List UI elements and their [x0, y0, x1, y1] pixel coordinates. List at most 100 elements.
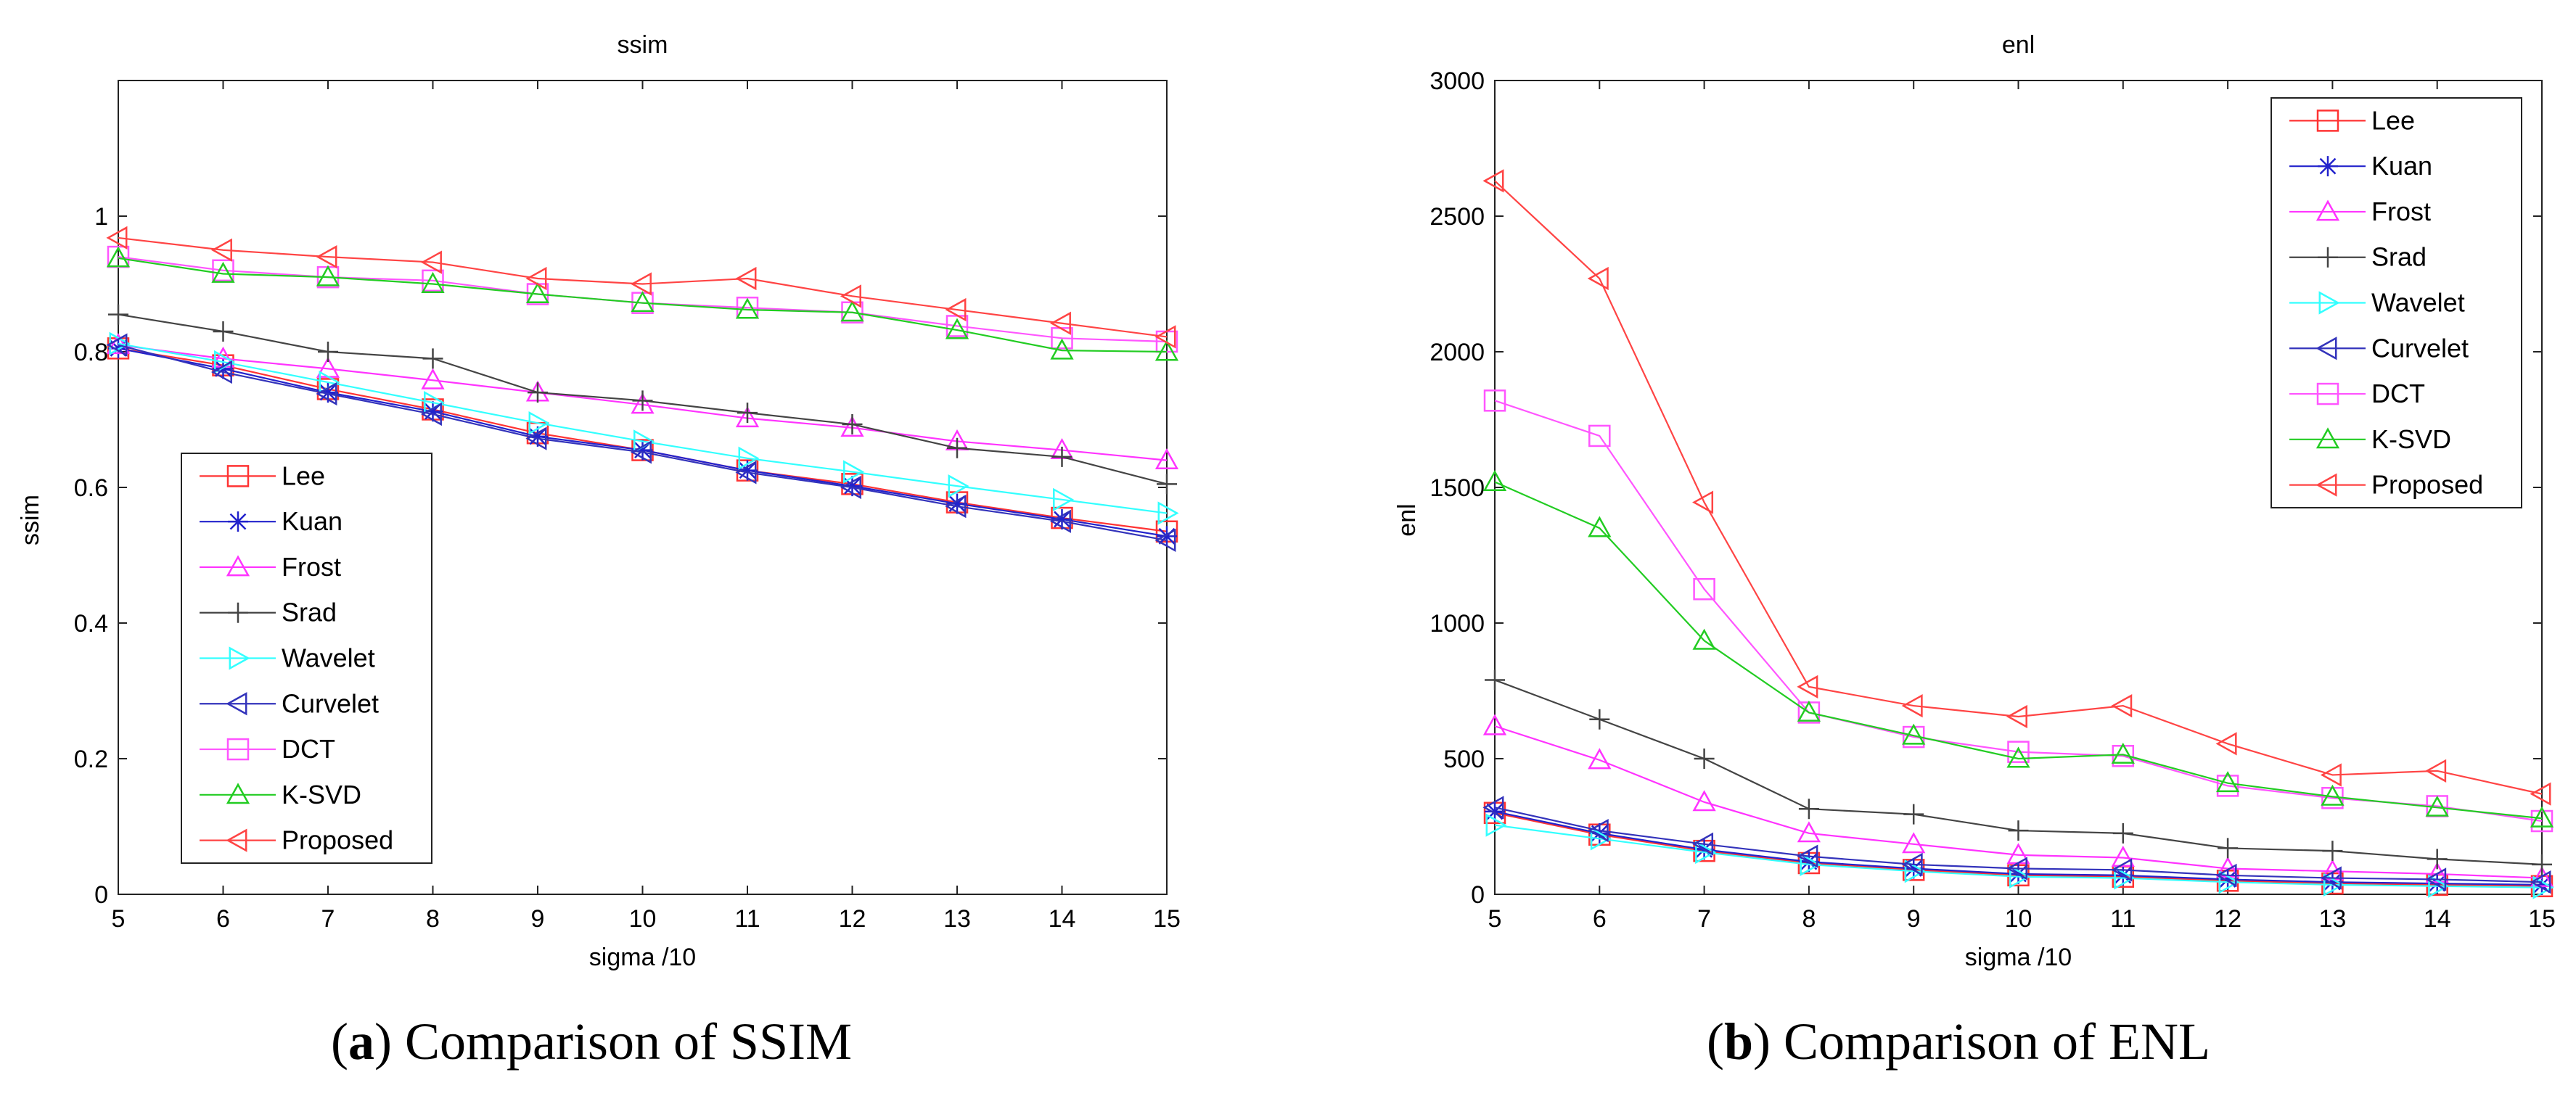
y-tick-label: 0	[94, 881, 108, 909]
data-point	[1053, 487, 1075, 511]
data-point	[1482, 169, 1504, 193]
data-point	[2425, 867, 2447, 891]
legend-label: DCT	[282, 734, 335, 764]
data-point	[842, 476, 863, 497]
data-point	[2425, 795, 2449, 817]
legend-item: Proposed	[2289, 470, 2483, 500]
data-point	[421, 271, 445, 293]
data-point	[1694, 749, 1715, 769]
data-point	[840, 284, 861, 308]
legend-marker	[2315, 199, 2340, 221]
x-tick-label: 12	[2214, 905, 2241, 933]
x-axis-label: sigma /10	[589, 944, 696, 971]
y-tick-label: 0.8	[74, 339, 108, 366]
data-point	[1692, 628, 1716, 650]
x-tick-label: 9	[1907, 905, 1921, 933]
series-line	[1494, 180, 2543, 795]
data-point	[2114, 866, 2136, 890]
y-tick-label: 1500	[1429, 474, 1485, 502]
data-point	[1692, 490, 1714, 514]
data-point	[2006, 746, 2030, 768]
y-tick-label: 1	[94, 203, 108, 231]
x-tick-label: 7	[321, 905, 335, 933]
legend-marker	[226, 828, 247, 852]
data-point	[2320, 763, 2342, 787]
x-tick-label: 9	[531, 905, 545, 933]
legend-marker	[2316, 110, 2339, 132]
data-point	[1482, 796, 1504, 820]
data-point	[2111, 845, 2135, 867]
data-point	[1903, 858, 1924, 879]
legend-marker	[228, 511, 248, 532]
data-point	[2215, 732, 2237, 756]
data-point	[1692, 790, 1716, 812]
legend-label: Curvelet	[2371, 333, 2469, 363]
legend-item: Frost	[2289, 197, 2431, 226]
data-point	[422, 401, 443, 422]
y-axis-label: ssim	[17, 495, 44, 545]
legend-item: Curvelet	[2289, 333, 2469, 363]
y-tick-label: 0.2	[74, 746, 108, 773]
data-point	[316, 265, 340, 286]
legend: Lee Kuan Frost Srad Wavelet Curvelet DCT K-SVD P…	[181, 453, 432, 864]
series-line	[1494, 824, 2543, 889]
data-point	[1157, 474, 1177, 495]
data-point	[1157, 526, 1177, 547]
data-point	[2111, 858, 2133, 882]
data-point	[525, 266, 547, 291]
data-point	[1902, 832, 1926, 854]
caption-b-text: Comparison of ENL	[1784, 1013, 2210, 1071]
caption-b-letter: b	[1723, 1013, 1754, 1071]
data-point	[840, 475, 861, 500]
data-point	[2007, 741, 2030, 763]
data-point	[2427, 849, 2448, 870]
legend-marker	[2318, 247, 2338, 268]
data-point	[947, 437, 967, 458]
data-point	[1901, 693, 1923, 718]
data-point	[735, 461, 757, 485]
data-point	[1695, 840, 1717, 865]
data-point	[1051, 508, 1072, 529]
series-line	[118, 342, 1168, 514]
x-tick-label: 7	[1697, 905, 1711, 933]
data-point	[1154, 339, 1179, 361]
data-point	[2530, 870, 2551, 894]
data-point	[318, 382, 338, 403]
chart-b: enl 5 6 7 8 9 10 11 12 13 14 15 0 500 1000 1500 2000 2500…	[1393, 31, 2556, 971]
data-point	[2428, 874, 2450, 898]
data-point	[2008, 820, 2029, 841]
data-point	[2215, 863, 2237, 887]
data-point	[2111, 693, 2133, 718]
data-point	[212, 259, 234, 282]
data-point	[1587, 266, 1609, 291]
data-point	[1050, 338, 1074, 360]
data-point	[840, 300, 864, 322]
data-point	[735, 406, 760, 428]
x-tick-label: 10	[2005, 905, 2033, 933]
data-point	[738, 446, 760, 470]
data-point	[2322, 841, 2343, 862]
data-point	[735, 266, 757, 291]
data-point	[106, 333, 128, 357]
legend-item: Wavelet	[200, 643, 375, 673]
y-axis-label: enl	[1393, 503, 1421, 536]
x-tick-label: 11	[734, 905, 760, 933]
data-point	[2530, 809, 2554, 833]
data-point	[2321, 784, 2345, 806]
data-point	[840, 416, 864, 437]
data-point	[2006, 857, 2027, 881]
data-point	[210, 238, 232, 262]
caption-a-letter: a	[348, 1013, 374, 1071]
series-frost	[1482, 714, 2554, 888]
data-point	[2425, 759, 2447, 783]
series-line	[1494, 807, 2543, 883]
legend-label: Proposed	[282, 825, 393, 855]
y-tick-label: 0	[1471, 881, 1485, 909]
data-point	[1049, 509, 1071, 533]
data-point	[525, 426, 547, 450]
data-point	[528, 411, 550, 435]
data-point	[631, 392, 655, 414]
data-point	[737, 403, 758, 424]
data-point	[1485, 813, 1507, 837]
legend-label: DCT	[2371, 379, 2425, 408]
